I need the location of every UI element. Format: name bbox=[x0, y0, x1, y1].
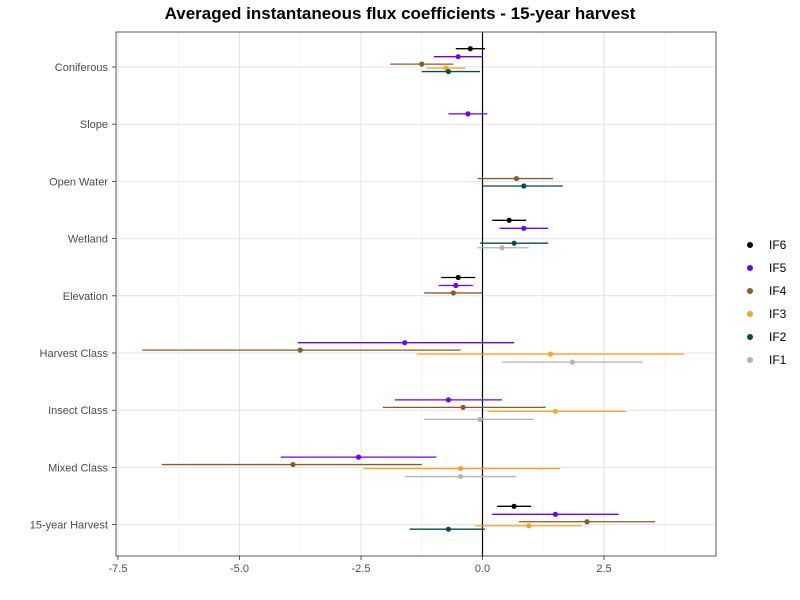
legend-label: IF6 bbox=[769, 237, 787, 252]
legend-item: IF4 bbox=[742, 279, 786, 302]
data-point bbox=[445, 397, 452, 403]
x-tick-label: -7.5 bbox=[109, 563, 128, 575]
data-point bbox=[511, 240, 517, 246]
data-point bbox=[569, 359, 576, 365]
legend-label: IF3 bbox=[769, 306, 787, 321]
data-point bbox=[511, 503, 517, 509]
data-point bbox=[499, 245, 505, 251]
data-point bbox=[290, 461, 296, 468]
data-point bbox=[402, 340, 408, 346]
legend-key-dot bbox=[747, 287, 753, 294]
y-tick-label: 15-year Harvest bbox=[30, 520, 108, 532]
legend-key-dot bbox=[747, 310, 753, 317]
data-point bbox=[455, 274, 461, 281]
y-tick-label: Insect Class bbox=[48, 405, 108, 417]
y-tick-label: Coniferous bbox=[55, 62, 109, 74]
data-point bbox=[458, 473, 464, 480]
data-point bbox=[453, 282, 459, 289]
data-point bbox=[506, 217, 512, 223]
legend-label: IF4 bbox=[769, 283, 787, 298]
y-tick-label: Slope bbox=[80, 119, 108, 131]
legend-label: IF1 bbox=[769, 352, 787, 367]
y-tick-label: Wetland bbox=[68, 234, 108, 246]
x-tick-label: -2.5 bbox=[352, 563, 371, 575]
data-point bbox=[419, 61, 425, 67]
legend-key-dot bbox=[747, 264, 753, 271]
legend-item: IF2 bbox=[742, 325, 786, 348]
data-point bbox=[584, 519, 590, 525]
data-point bbox=[460, 404, 466, 410]
data-point bbox=[552, 408, 559, 414]
data-point bbox=[513, 175, 520, 182]
x-tick-label: -5.0 bbox=[230, 563, 249, 575]
legend: IF6 IF5 IF4 IF3 IF2 IF1 bbox=[742, 233, 786, 371]
legend-item: IF6 bbox=[742, 233, 786, 256]
axis-layer: -7.5 -5.0 -2.5 0.0 2.5 Coniferous Slope Open Wa… bbox=[30, 62, 612, 575]
legend-item: IF5 bbox=[742, 256, 786, 279]
grid-layer bbox=[116, 32, 716, 556]
data-point bbox=[521, 183, 527, 189]
data-point bbox=[552, 511, 559, 517]
legend-label: IF5 bbox=[769, 260, 787, 275]
legend-key-dot bbox=[747, 356, 753, 363]
data-point bbox=[521, 225, 527, 231]
x-tick-label: 2.5 bbox=[596, 563, 611, 575]
data-point bbox=[526, 523, 532, 529]
data-point bbox=[458, 465, 464, 472]
chart-title: Averaged instantaneous flux coefficients… bbox=[164, 4, 636, 23]
data-point bbox=[467, 46, 473, 52]
panel-border-layer bbox=[115, 31, 717, 557]
data-point bbox=[445, 68, 452, 75]
legend-key-dot bbox=[747, 241, 753, 248]
data-point bbox=[465, 111, 471, 117]
panel-background bbox=[116, 32, 716, 556]
legend-key-dot bbox=[747, 333, 753, 340]
y-tick-label: Mixed Class bbox=[48, 462, 108, 474]
legend-label: IF2 bbox=[769, 329, 787, 344]
series-layer bbox=[142, 46, 685, 532]
y-tick-label: Harvest Class bbox=[40, 348, 109, 360]
data-point bbox=[547, 351, 554, 357]
data-point bbox=[297, 347, 303, 353]
data-point bbox=[450, 290, 456, 296]
panel-border bbox=[115, 31, 717, 557]
y-tick-label: Open Water bbox=[49, 176, 108, 188]
legend-item: IF1 bbox=[742, 348, 786, 371]
legend-item: IF3 bbox=[742, 302, 786, 325]
x-tick-label: 0.0 bbox=[475, 563, 490, 575]
data-point bbox=[477, 416, 483, 422]
data-point bbox=[355, 454, 362, 460]
y-tick-label: Elevation bbox=[63, 291, 108, 303]
data-point bbox=[455, 54, 461, 60]
data-point bbox=[445, 526, 452, 532]
